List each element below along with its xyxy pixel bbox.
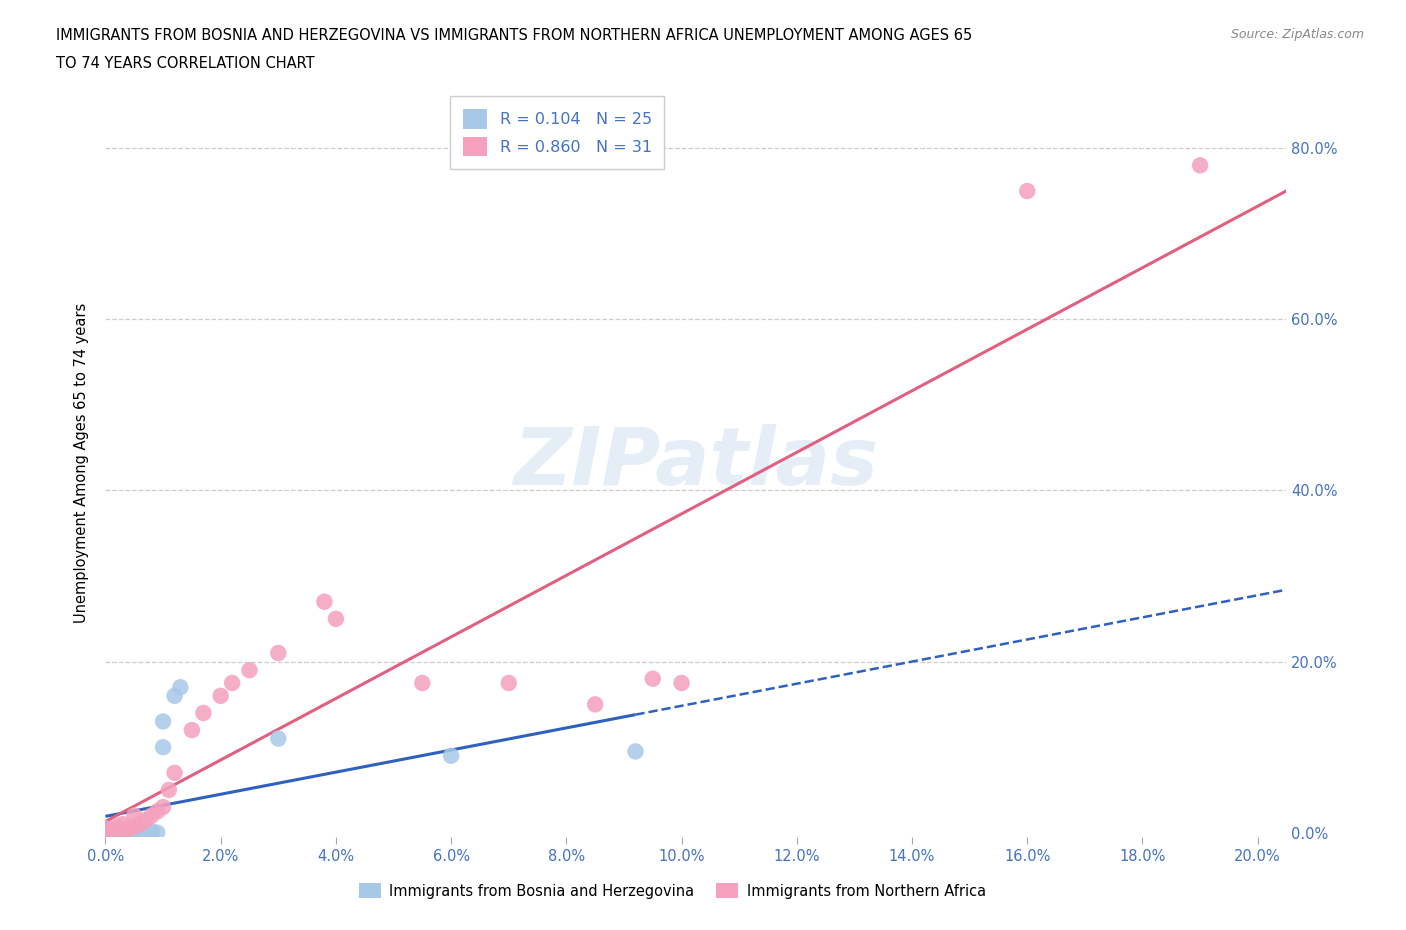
- Point: [117, 824, 139, 839]
- Point: [267, 731, 290, 746]
- Point: [129, 825, 152, 840]
- Point: [105, 825, 128, 840]
- Point: [141, 824, 163, 839]
- Point: [122, 808, 145, 823]
- Point: [117, 824, 139, 839]
- Text: Source: ZipAtlas.com: Source: ZipAtlas.com: [1230, 28, 1364, 41]
- Y-axis label: Unemployment Among Ages 65 to 74 years: Unemployment Among Ages 65 to 74 years: [75, 302, 90, 623]
- Point: [440, 749, 463, 764]
- Point: [152, 714, 174, 729]
- Point: [111, 825, 134, 840]
- Point: [325, 611, 347, 626]
- Point: [152, 800, 174, 815]
- Point: [94, 821, 117, 836]
- Point: [122, 825, 145, 840]
- Point: [163, 765, 186, 780]
- Text: IMMIGRANTS FROM BOSNIA AND HERZEGOVINA VS IMMIGRANTS FROM NORTHERN AFRICA UNEMPL: IMMIGRANTS FROM BOSNIA AND HERZEGOVINA V…: [56, 28, 973, 43]
- Point: [100, 825, 122, 840]
- Point: [129, 824, 152, 839]
- Point: [193, 706, 215, 721]
- Point: [152, 739, 174, 754]
- Point: [141, 825, 163, 840]
- Point: [122, 819, 145, 834]
- Point: [238, 663, 260, 678]
- Point: [100, 823, 122, 838]
- Point: [641, 671, 664, 686]
- Point: [146, 825, 169, 840]
- Point: [135, 825, 157, 840]
- Point: [94, 821, 117, 836]
- Point: [105, 818, 128, 833]
- Point: [314, 594, 336, 609]
- Point: [129, 817, 152, 831]
- Point: [111, 817, 134, 831]
- Point: [141, 808, 163, 823]
- Point: [157, 782, 180, 797]
- Point: [117, 821, 139, 836]
- Point: [146, 804, 169, 818]
- Text: ZIPatlas: ZIPatlas: [513, 424, 879, 501]
- Point: [105, 824, 128, 839]
- Point: [624, 744, 647, 759]
- Text: TO 74 YEARS CORRELATION CHART: TO 74 YEARS CORRELATION CHART: [56, 56, 315, 71]
- Point: [163, 688, 186, 703]
- Legend: Immigrants from Bosnia and Herzegovina, Immigrants from Northern Africa: Immigrants from Bosnia and Herzegovina, …: [353, 878, 991, 905]
- Point: [100, 823, 122, 838]
- Point: [498, 675, 520, 690]
- Point: [135, 824, 157, 839]
- Point: [1017, 183, 1039, 198]
- Point: [671, 675, 693, 690]
- Point: [411, 675, 433, 690]
- Point: [122, 823, 145, 838]
- Point: [100, 825, 122, 840]
- Point: [1189, 158, 1212, 173]
- Point: [209, 688, 232, 703]
- Point: [135, 813, 157, 828]
- Point: [267, 645, 290, 660]
- Point: [111, 824, 134, 839]
- Point: [221, 675, 243, 690]
- Point: [111, 825, 134, 840]
- Point: [583, 697, 606, 711]
- Point: [180, 723, 202, 737]
- Point: [169, 680, 191, 695]
